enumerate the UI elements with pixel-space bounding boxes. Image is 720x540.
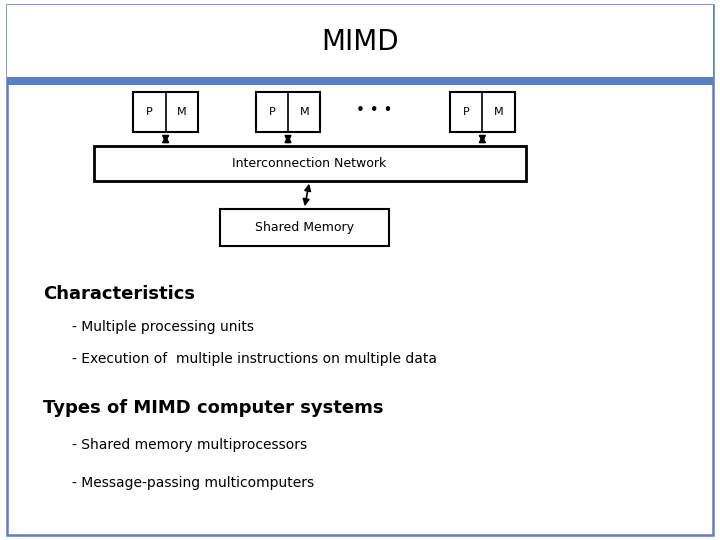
Bar	[7, 5, 713, 78]
Text: - Message-passing multicomputers: - Message-passing multicomputers	[72, 476, 314, 490]
Text: P: P	[146, 107, 153, 117]
Text: - Shared memory multiprocessors: - Shared memory multiprocessors	[72, 438, 307, 453]
Bar	[256, 92, 320, 132]
Text: M: M	[177, 107, 186, 117]
Text: Types of MIMD computer systems: Types of MIMD computer systems	[43, 399, 384, 417]
Bar	[450, 92, 515, 132]
Text: M: M	[300, 107, 309, 117]
Bar	[220, 209, 389, 246]
Text: - Execution of  multiple instructions on multiple data: - Execution of multiple instructions on …	[72, 352, 437, 366]
Bar	[94, 146, 526, 181]
Text: • • •: • • •	[356, 103, 392, 118]
Text: P: P	[463, 107, 469, 117]
Text: M: M	[494, 107, 503, 117]
Bar	[133, 92, 198, 132]
Text: Characteristics: Characteristics	[43, 285, 195, 303]
Bar	[7, 77, 713, 85]
Text: P: P	[269, 107, 275, 117]
Text: Shared Memory: Shared Memory	[255, 221, 354, 234]
Text: MIMD: MIMD	[321, 28, 399, 56]
Text: - Multiple processing units: - Multiple processing units	[72, 320, 254, 334]
Text: Interconnection Network: Interconnection Network	[233, 157, 387, 170]
